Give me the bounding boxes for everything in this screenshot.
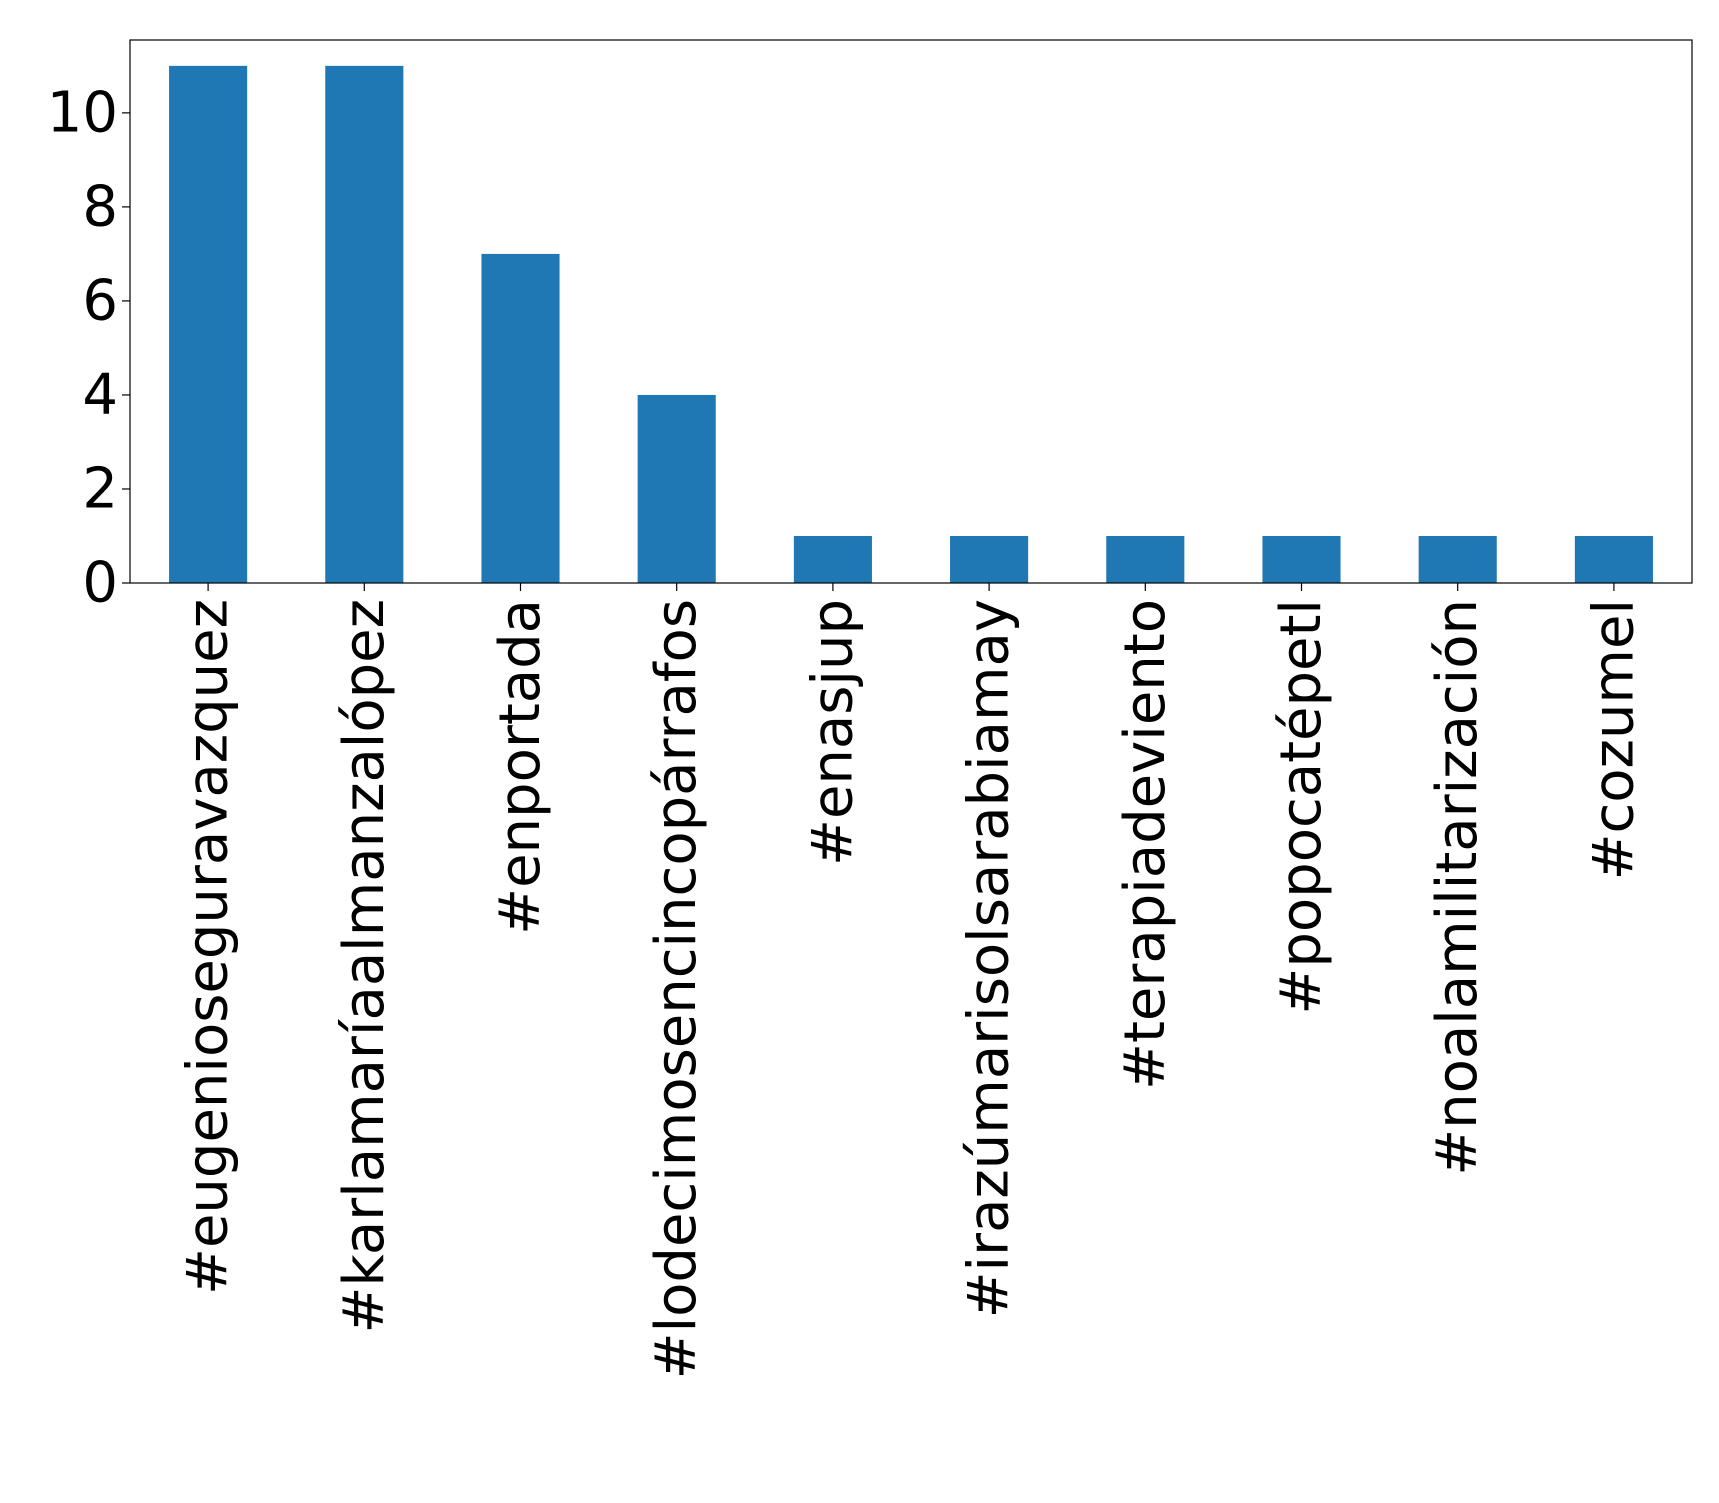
bars-layer (169, 65, 1653, 584)
bar-8 (1262, 535, 1341, 583)
bar-7 (1106, 535, 1185, 583)
x-tick-label-1: #eugenioseguravazquez (176, 599, 241, 1295)
x-tick-label-7: #terapiadeviento (1113, 599, 1178, 1090)
bar-9 (1418, 535, 1497, 583)
x-tick-label-9: #noalamilitarización (1425, 599, 1490, 1176)
bar-1 (169, 65, 248, 584)
y-axis: 0 2 4 6 8 10 (47, 80, 130, 616)
y-tick-label-4: 4 (82, 362, 118, 427)
axes-layer (129, 39, 1693, 584)
x-tick-label-8: #popocatépetl (1269, 599, 1334, 1015)
y-tick-label-8: 8 (82, 174, 118, 239)
y-tick-label-2: 2 (82, 456, 118, 521)
bar-3 (481, 253, 560, 583)
bar-10 (1574, 535, 1653, 583)
x-tick-label-4: #lodecimosencincopárrafos (644, 599, 709, 1379)
bar-4 (637, 394, 716, 583)
y-tick-label-10: 10 (47, 80, 118, 145)
y-tick-label-0: 0 (82, 551, 118, 616)
bar-6 (950, 535, 1029, 583)
x-tick-label-10: #cozumel (1581, 599, 1646, 880)
x-tick-label-5: #enasjup (800, 599, 865, 866)
plot-frame (129, 39, 1693, 584)
y-tick-label-6: 6 (82, 268, 118, 333)
x-tick-label-6: #irazúmarisolsarabiamay (957, 599, 1022, 1318)
bar-2 (325, 65, 404, 584)
x-tick-label-2: #karlamaríaalmanzalópez (332, 599, 397, 1334)
x-axis: #eugenioseguravazquez #karlamaríaalmanzal… (176, 583, 1646, 1379)
x-tick-label-3: #enportada (488, 599, 553, 935)
bar-5 (793, 535, 872, 583)
